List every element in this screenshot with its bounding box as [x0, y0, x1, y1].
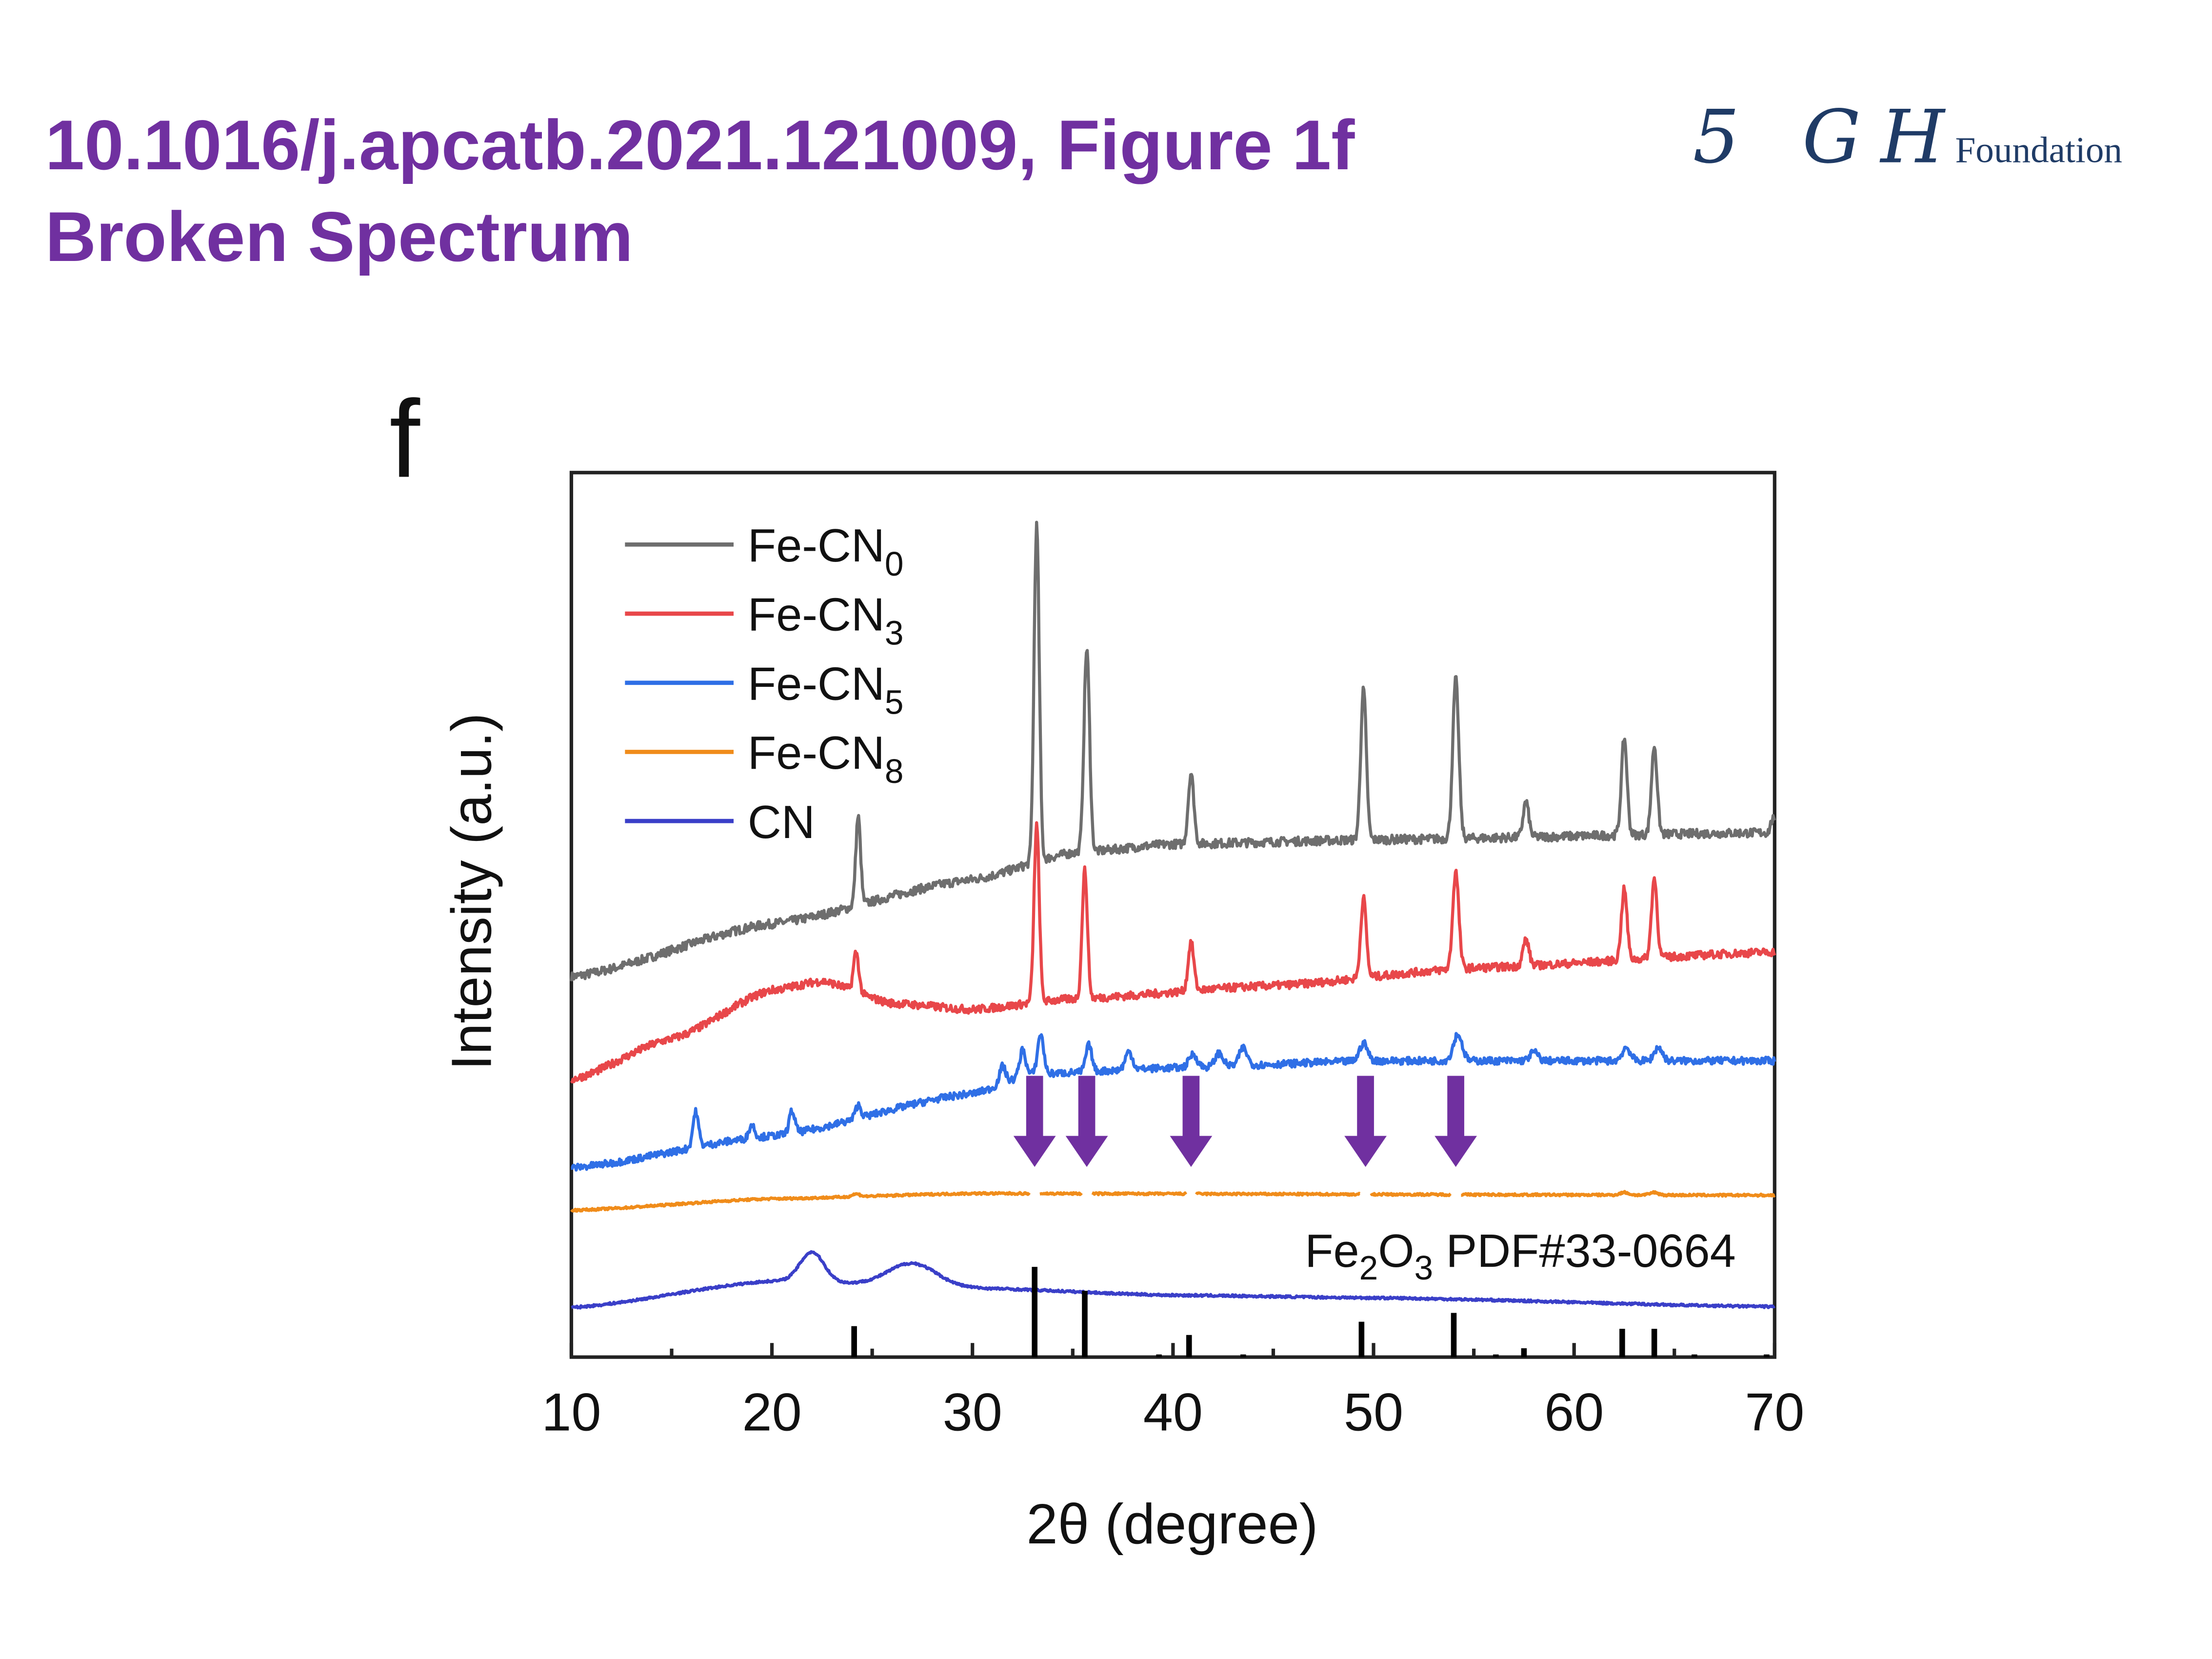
x-tick-label-60: 60 [1544, 1382, 1604, 1442]
legend-label-4: CN [748, 797, 815, 848]
logo-script: 5 GH [1693, 95, 1965, 180]
x-tick-label-10: 10 [541, 1382, 601, 1442]
panel-label: f [389, 377, 420, 500]
y-axis-label: Intensity (a.u.) [440, 713, 503, 1070]
logo-word: Foundation [1955, 130, 2122, 171]
series-line-4 [570, 1250, 1776, 1310]
annotation-arrow-0 [1013, 1076, 1056, 1167]
x-tick-label-70: 70 [1745, 1382, 1804, 1442]
plot-area: Fe2O3 PDF#33-0664 10 20 30 40 50 60 70 [541, 471, 1804, 1442]
legend-label-0: Fe-CN0 [748, 520, 904, 583]
title-doi: 10.1016/j.apcatb.2021.121009, Figure 1f [45, 105, 1355, 184]
annotation-arrow-3 [1344, 1076, 1387, 1167]
series-line-3 [570, 1190, 1776, 1213]
x-tick-label-50: 50 [1344, 1382, 1403, 1442]
logo: 5 GH Foundation [1693, 95, 2122, 180]
series-line-0 [570, 520, 1776, 981]
series-line-1 [570, 821, 1776, 1084]
annotation-arrow-2 [1170, 1076, 1213, 1167]
legend-label-1: Fe-CN3 [748, 589, 904, 652]
x-tick-label-20: 20 [742, 1382, 801, 1442]
legend-label-2: Fe-CN5 [748, 658, 904, 721]
annotation-arrow-4 [1435, 1076, 1477, 1167]
title-subtitle: Broken Spectrum [45, 197, 633, 276]
x-axis-label: 2θ (degree) [1026, 1492, 1318, 1556]
x-tick-label-30: 30 [943, 1382, 1002, 1442]
legend-label-3: Fe-CN8 [748, 727, 904, 790]
reference-label: Fe2O3 PDF#33-0664 [1305, 1225, 1735, 1287]
x-tick-label-40: 40 [1143, 1382, 1203, 1442]
annotation-arrow-1 [1065, 1076, 1108, 1167]
series-line-2 [570, 1032, 1776, 1172]
